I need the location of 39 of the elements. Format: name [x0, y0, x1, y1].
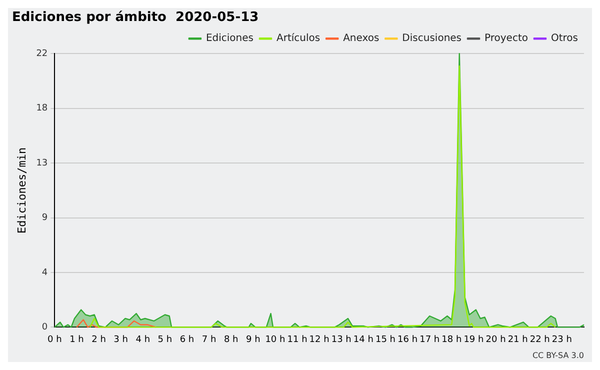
x-tick-label: 9 h: [246, 334, 260, 345]
x-tick-label: 0 h: [48, 334, 62, 345]
x-tick-label: 3 h: [114, 334, 128, 345]
x-tick-label: 23 h: [552, 334, 572, 345]
y-tick-label: 18: [36, 104, 48, 114]
text: CC BY-SA 3.0: [532, 351, 584, 360]
y-tick-label: 22: [36, 48, 48, 59]
y-tick-label: 9: [42, 213, 48, 224]
x-tick-label: 18 h: [442, 334, 462, 345]
legend-label: Anexos: [343, 33, 380, 44]
chart-title: Ediciones por ámbito 2020-05-13: [12, 10, 259, 26]
x-tick-label: 4 h: [136, 334, 150, 345]
y-tick-label: 13: [36, 158, 48, 168]
x-tick-label: 8 h: [224, 334, 238, 345]
x-tick-label: 19 h: [464, 334, 484, 345]
x-tick-label: 14 h: [353, 334, 374, 345]
legend-label: Otros: [550, 33, 578, 44]
x-tick-label: 13 h: [331, 334, 352, 345]
x-tick-label: 6 h: [180, 334, 194, 345]
legend-label: Ediciones: [206, 33, 254, 44]
x-tick-label: 11 h: [287, 334, 308, 345]
x-tick-label: 12 h: [309, 334, 330, 345]
x-tick-label: 7 h: [202, 334, 216, 345]
y-axis-title: Ediciones/min: [15, 147, 28, 234]
y-tick-label: 4: [42, 268, 48, 278]
x-tick-label: 20 h: [486, 334, 506, 345]
legend-label: Discusiones: [402, 33, 462, 44]
x-tick-label: 5 h: [158, 334, 172, 345]
legend-label: Proyecto: [484, 33, 528, 44]
x-tick-label: 1 h: [70, 334, 84, 345]
x-tick-label: 16 h: [398, 334, 418, 345]
y-tick-label: 0: [42, 322, 48, 333]
x-tick-label: 15 h: [375, 334, 396, 345]
x-tick-label: 10 h: [265, 334, 286, 345]
legend-label: Artículos: [276, 33, 320, 44]
x-tick-label: 17 h: [420, 334, 440, 345]
x-tick-label: 22 h: [530, 334, 550, 345]
x-tick-label: 2 h: [92, 334, 106, 345]
x-tick-label: 21 h: [508, 334, 528, 345]
